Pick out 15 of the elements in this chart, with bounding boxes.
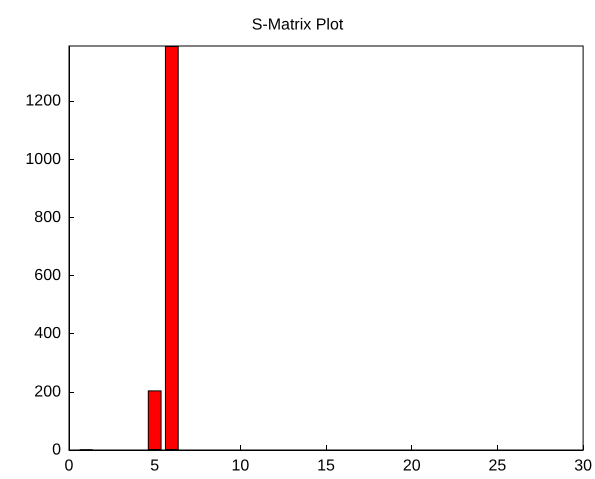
y-tick-label: 800: [34, 208, 62, 226]
y-tick-label: 200: [34, 383, 62, 400]
x-tick-label: 15: [317, 458, 336, 474]
y-tick-label: 400: [34, 325, 62, 342]
x-tick-label: 5: [150, 458, 160, 474]
x-tick-label: 10: [231, 458, 250, 474]
x-tick-label: 30: [574, 458, 592, 474]
chart-title: S-Matrix Plot: [252, 16, 344, 34]
y-tick-label: 1200: [25, 92, 62, 110]
y-tick-label: 600: [34, 267, 62, 284]
x-tick-label: 25: [488, 458, 506, 474]
x-tick-label: 20: [402, 458, 421, 474]
x-tick-label: 0: [64, 458, 74, 474]
y-tick-label: 1000: [25, 150, 62, 168]
y-tick-label: 0: [52, 442, 62, 458]
